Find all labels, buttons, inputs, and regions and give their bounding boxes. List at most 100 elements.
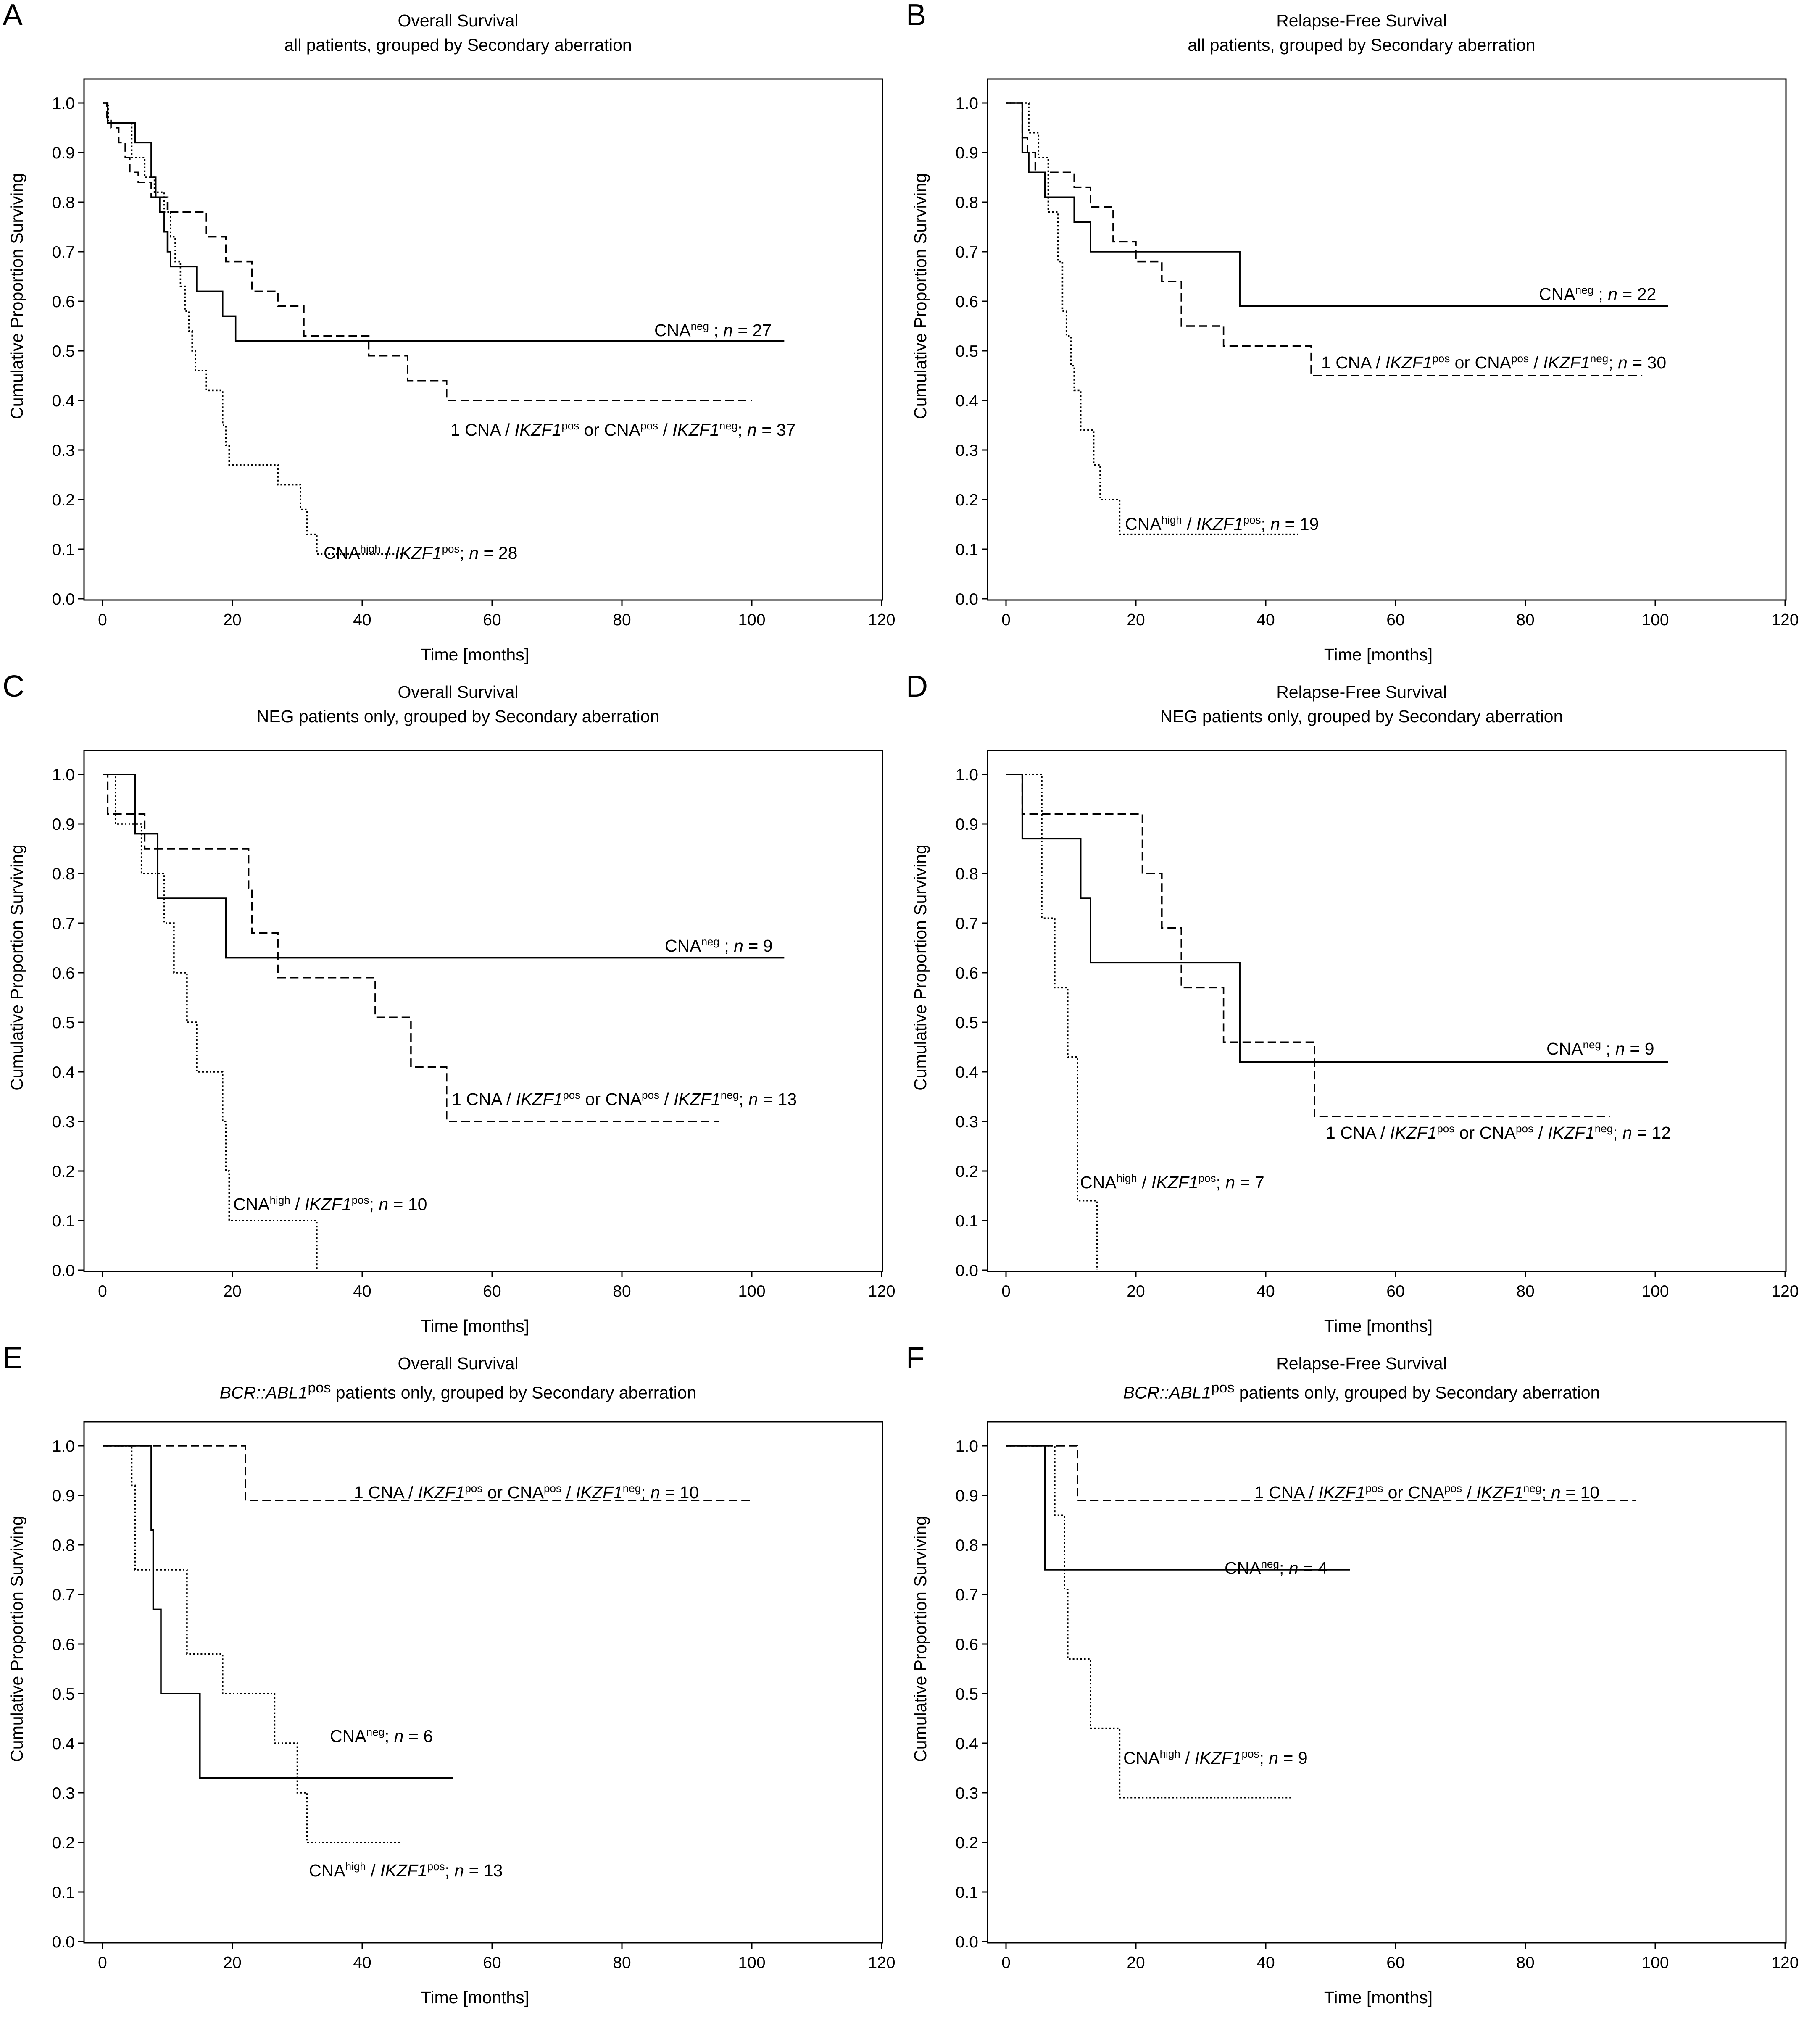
y-tick-label: 0.1 bbox=[52, 1212, 75, 1230]
y-tick-label: 0.5 bbox=[956, 1685, 978, 1703]
panel-letter: B bbox=[906, 0, 927, 32]
series-line-dashed bbox=[103, 774, 719, 1122]
y-tick-label: 0.9 bbox=[956, 1487, 978, 1505]
chart-title: Relapse-Free Survival bbox=[1276, 11, 1447, 30]
x-tick-label: 120 bbox=[1771, 1954, 1799, 1972]
panel-letter: D bbox=[906, 670, 928, 703]
x-tick-label: 40 bbox=[353, 1954, 371, 1972]
x-tick-label: 20 bbox=[223, 1282, 241, 1300]
y-tick-label: 0.2 bbox=[52, 1834, 75, 1852]
y-tick-label: 0.7 bbox=[52, 1586, 75, 1604]
chart-subtitle: NEG patients only, grouped by Secondary … bbox=[256, 707, 660, 726]
series-label-1cna: 1 CNA / IKZF1pos or CNApos / IKZF1neg; n… bbox=[452, 1089, 797, 1109]
chart-subtitle: all patients, grouped by Secondary aberr… bbox=[284, 35, 632, 55]
plot-frame bbox=[987, 750, 1787, 1272]
y-tick-label: 0.4 bbox=[52, 392, 75, 410]
y-tick-label: 0.4 bbox=[52, 1735, 75, 1753]
y-tick-label: 0.0 bbox=[52, 590, 75, 608]
y-tick-label: 0.8 bbox=[956, 194, 978, 212]
series-line-dashed bbox=[1006, 774, 1610, 1117]
panel-e: E Overall Survival BCR::ABL1pos patients… bbox=[0, 1343, 903, 2011]
y-tick-label: 1.0 bbox=[956, 766, 978, 784]
y-tick-label: 0.5 bbox=[956, 342, 978, 360]
x-tick-label: 0 bbox=[1001, 1954, 1011, 1972]
survival-plot: 0.0 0.1 0.2 0.3 0.4 0.5 0.6 0.7 0.8 0.9 1.0 0 20 40 60… bbox=[52, 750, 896, 1300]
series-line-dotted bbox=[103, 774, 318, 1270]
series-label-cna-high: CNAhigh / IKZF1pos; n = 7 bbox=[1080, 1172, 1264, 1192]
y-tick-label: 0.7 bbox=[52, 915, 75, 933]
series-line-dotted bbox=[1006, 1445, 1292, 1799]
y-tick-label: 0.5 bbox=[956, 1014, 978, 1032]
y-tick-label: 0.0 bbox=[956, 1933, 978, 1951]
x-tick-label: 20 bbox=[1127, 1282, 1145, 1300]
y-tick-label: 0.4 bbox=[956, 1735, 978, 1753]
x-tick-label: 20 bbox=[223, 1954, 241, 1972]
y-tick-label: 1.0 bbox=[956, 1437, 978, 1455]
series-label-cna-neg: CNAneg ; n = 9 bbox=[665, 935, 773, 955]
y-tick-label: 0.5 bbox=[52, 342, 75, 360]
x-tick-label: 40 bbox=[1256, 1954, 1275, 1972]
series-line-dashed bbox=[103, 1445, 752, 1501]
chart-title: Overall Survival bbox=[398, 1354, 519, 1373]
y-tick-label: 0.2 bbox=[52, 1163, 75, 1181]
series-line-dotted bbox=[103, 1445, 401, 1843]
x-tick-label: 80 bbox=[1516, 611, 1534, 629]
chart-title: Overall Survival bbox=[398, 11, 519, 30]
y-tick-label: 0.8 bbox=[52, 194, 75, 212]
x-tick-label: 80 bbox=[613, 611, 631, 629]
y-tick-label: 0.7 bbox=[956, 243, 978, 261]
x-tick-label: 120 bbox=[868, 611, 895, 629]
x-axis-label: Time [months] bbox=[420, 1988, 529, 2007]
y-tick-label: 0.3 bbox=[52, 442, 75, 460]
y-tick-label: 0.7 bbox=[956, 1586, 978, 1604]
x-tick-label: 0 bbox=[98, 1954, 107, 1972]
y-tick-label: 0.2 bbox=[52, 491, 75, 509]
x-tick-label: 100 bbox=[738, 1954, 765, 1972]
chart-title: Overall Survival bbox=[398, 682, 519, 702]
x-axis-label: Time [months] bbox=[1324, 1988, 1433, 2007]
series-label-1cna: 1 CNA / IKZF1pos or CNApos / IKZF1neg; n… bbox=[1254, 1482, 1600, 1502]
x-tick-label: 100 bbox=[1641, 611, 1669, 629]
series-label-cna-neg: CNAneg ; n = 22 bbox=[1539, 284, 1657, 304]
y-tick-label: 0.7 bbox=[956, 915, 978, 933]
y-tick-label: 1.0 bbox=[956, 95, 978, 113]
x-axis-label: Time [months] bbox=[1324, 645, 1433, 664]
x-tick-label: 80 bbox=[1516, 1282, 1534, 1300]
series-line-dashed bbox=[1006, 102, 1643, 376]
series-label-cna-high: CNAhigh / IKZF1pos; n = 28 bbox=[324, 542, 518, 563]
series-line-dashed bbox=[1006, 1445, 1636, 1501]
y-tick-label: 0.0 bbox=[52, 1933, 75, 1951]
x-tick-label: 0 bbox=[98, 611, 107, 629]
series-line-dotted bbox=[1006, 774, 1098, 1270]
x-axis-label: Time [months] bbox=[1324, 1316, 1433, 1336]
panel-a: A Overall Survival all patients, grouped… bbox=[0, 0, 903, 668]
survival-plot: 0.0 0.1 0.2 0.3 0.4 0.5 0.6 0.7 0.8 0.9 1.0 0 20 40 60… bbox=[956, 1421, 1799, 1972]
y-tick-label: 0.8 bbox=[52, 865, 75, 883]
panel-b: B Relapse-Free Survival all patients, gr… bbox=[903, 0, 1807, 668]
y-tick-label: 0.4 bbox=[52, 1063, 75, 1081]
y-tick-label: 0.1 bbox=[956, 1884, 978, 1902]
x-tick-label: 60 bbox=[483, 611, 501, 629]
y-tick-label: 0.0 bbox=[52, 1262, 75, 1280]
y-tick-label: 0.1 bbox=[52, 1884, 75, 1902]
x-tick-label: 120 bbox=[868, 1954, 895, 1972]
series-line-dotted bbox=[103, 102, 408, 555]
y-tick-label: 0.9 bbox=[52, 144, 75, 162]
y-tick-label: 0.6 bbox=[52, 293, 75, 311]
panel-c: C Overall Survival NEG patients only, gr… bbox=[0, 671, 903, 1339]
x-tick-label: 0 bbox=[1001, 1282, 1011, 1300]
series-label-1cna: 1 CNA / IKZF1pos or CNApos / IKZF1neg; n… bbox=[354, 1482, 699, 1502]
chart-subtitle: BCR::ABL1pos patients only, grouped by S… bbox=[219, 1380, 697, 1402]
series-label-cna-high: CNAhigh / IKZF1pos; n = 19 bbox=[1125, 513, 1319, 534]
series-line-solid bbox=[103, 1445, 453, 1779]
series-line-solid bbox=[1006, 774, 1668, 1063]
y-tick-label: 0.3 bbox=[52, 1113, 75, 1131]
x-tick-label: 100 bbox=[738, 1282, 765, 1300]
series-label-cna-high: CNAhigh / IKZF1pos; n = 13 bbox=[309, 1860, 503, 1880]
x-tick-label: 20 bbox=[1127, 611, 1145, 629]
series-label-cna-neg: CNAneg; n = 4 bbox=[1225, 1558, 1328, 1578]
x-tick-label: 60 bbox=[1386, 611, 1404, 629]
survival-plot: 0.0 0.1 0.2 0.3 0.4 0.5 0.6 0.7 0.8 0.9 1.0 0 20 40 60… bbox=[52, 1421, 896, 1972]
y-tick-label: 0.4 bbox=[956, 392, 978, 410]
series-line-dotted bbox=[1006, 102, 1298, 535]
